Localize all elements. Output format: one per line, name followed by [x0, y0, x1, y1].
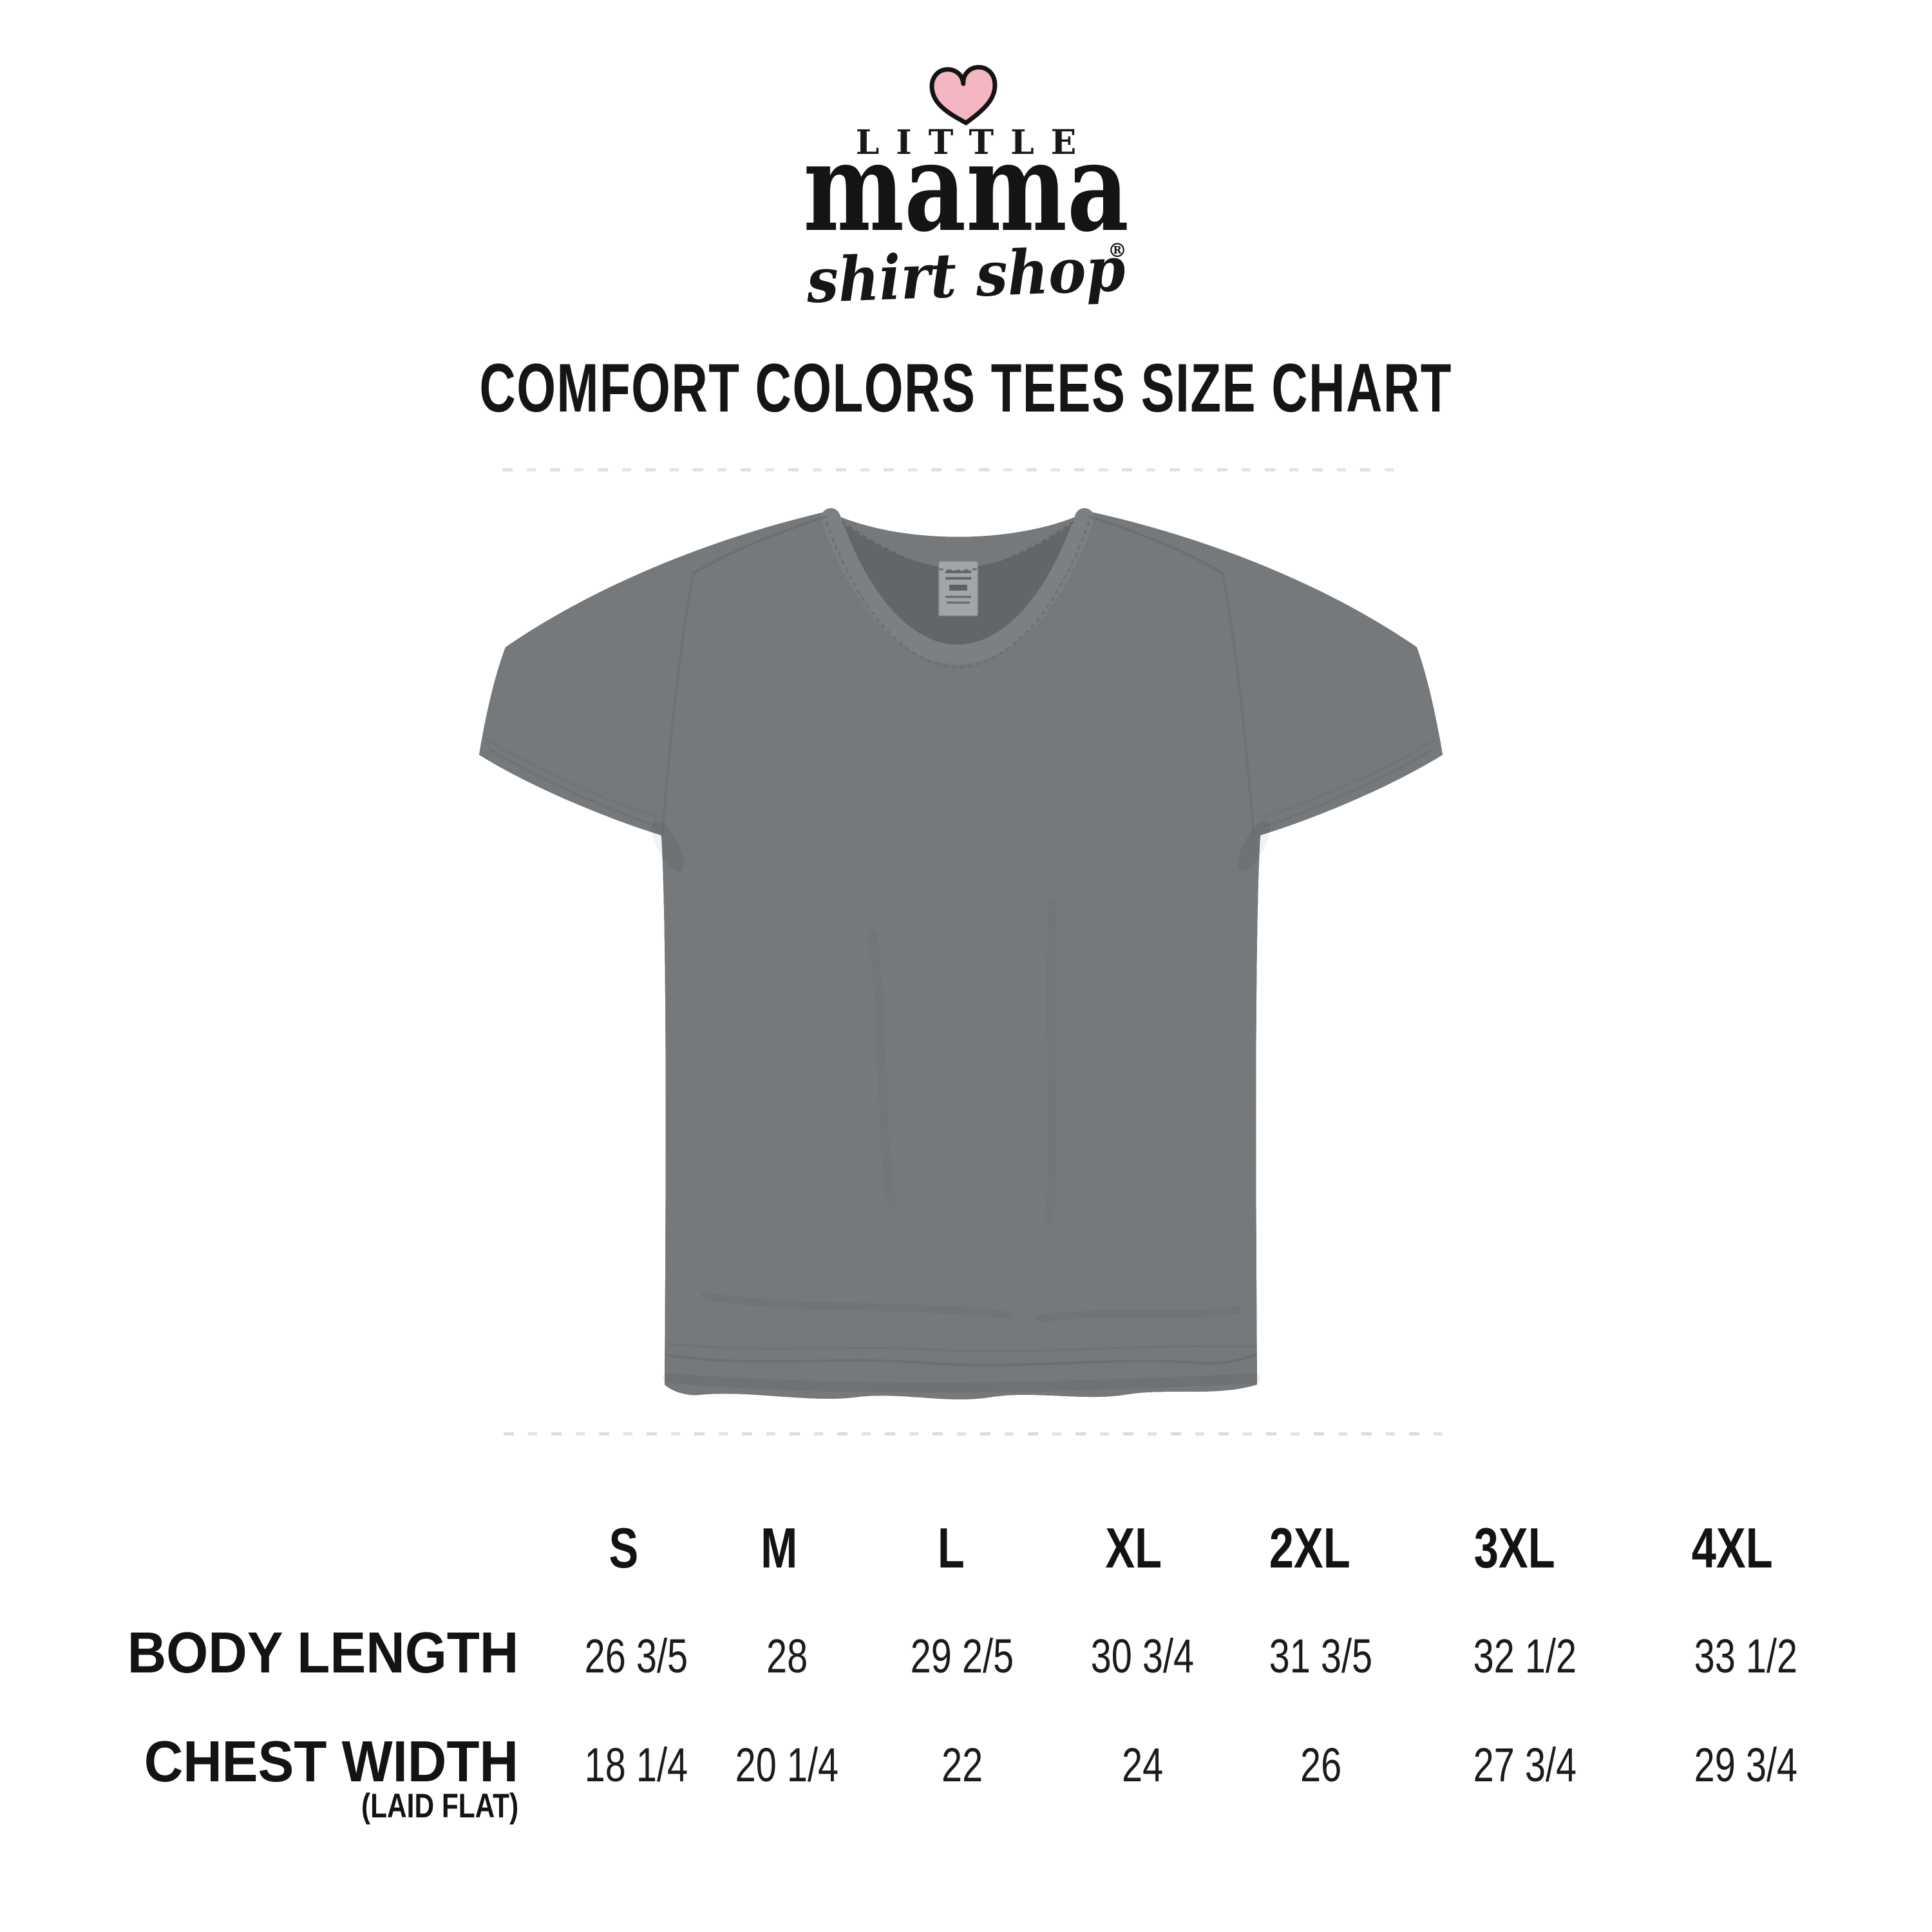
tshirt-image — [479, 508, 1443, 1399]
chest-width-3xl: 27 3/4 — [1473, 1738, 1577, 1792]
chest-width-m: 20 1/4 — [735, 1738, 839, 1792]
size-col-header-s: S — [609, 1516, 638, 1580]
photo-edge-artifact-top — [502, 468, 1404, 471]
size-col-header-4xl: 4XL — [1692, 1516, 1773, 1580]
row-label-chest-width: CHEST WIDTH — [144, 1730, 518, 1794]
page-title: COMFORT COLORS TEES SIZE CHART — [479, 349, 1453, 426]
registered-trademark-mark: ® — [1108, 240, 1127, 262]
logo-shirt-shop-text: shirt shop — [805, 233, 1127, 317]
chest-width-2xl: 26 — [1300, 1738, 1342, 1792]
underarm-shadow-left — [651, 820, 685, 872]
body-length-3xl: 32 1/2 — [1473, 1629, 1577, 1683]
chest-width-l: 22 — [941, 1738, 983, 1792]
logo-mama-text: mama — [803, 115, 1129, 259]
collar-rib — [821, 508, 1094, 665]
body-length-s: 26 3/5 — [584, 1629, 688, 1683]
row-label-body-length: BODY LENGTH — [127, 1621, 518, 1685]
body-length-l: 29 2/5 — [910, 1629, 1014, 1683]
heart-icon — [929, 64, 998, 126]
size-col-header-m: M — [761, 1516, 798, 1580]
chest-width-s: 18 1/4 — [584, 1738, 688, 1792]
collar-stitch-back — [841, 520, 1074, 572]
chest-width-4xl: 29 3/4 — [1694, 1738, 1798, 1792]
body-length-xl: 30 3/4 — [1090, 1629, 1195, 1683]
collar-label — [938, 561, 978, 616]
body-length-m: 28 — [766, 1629, 808, 1683]
body-length-2xl: 31 3/5 — [1269, 1629, 1373, 1683]
photo-edge-artifact-bottom — [504, 1432, 1449, 1435]
logo-little-text: LITTLE — [855, 123, 1094, 162]
size-col-header-3xl: 3XL — [1474, 1516, 1555, 1580]
chest-width-xl: 24 — [1121, 1738, 1164, 1792]
body-length-4xl: 33 1/2 — [1694, 1629, 1798, 1683]
size-col-header-xl: XL — [1105, 1516, 1162, 1580]
underarm-shadow-right — [1237, 820, 1271, 872]
seam-lines — [661, 515, 1255, 837]
size-col-header-l: L — [938, 1516, 965, 1580]
size-col-header-2xl: 2XL — [1269, 1516, 1350, 1580]
bottom-hem-stitches — [663, 1342, 1260, 1393]
sleeve-hem-stitches — [485, 738, 1437, 828]
row-sublabel-laid-flat: (LAID FLAT) — [361, 1787, 518, 1825]
